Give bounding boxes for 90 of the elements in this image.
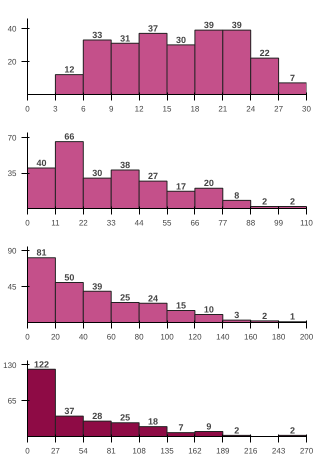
x-tick-label: 120: [188, 332, 202, 342]
data-label: 10: [204, 304, 214, 314]
data-label: 33: [92, 30, 102, 40]
data-label: 81: [36, 248, 46, 258]
x-tick-label: 0: [25, 332, 30, 342]
y-tick-label: 20: [8, 57, 18, 66]
x-tick-label: 80: [134, 332, 144, 342]
x-tick-label: 140: [216, 332, 230, 342]
x-tick-label: 18: [190, 104, 200, 114]
data-label: 2: [234, 425, 240, 436]
x-tick-label: 66: [190, 218, 200, 228]
data-label: 17: [176, 181, 186, 192]
x-tick-label: 15: [162, 104, 172, 114]
data-label: 8: [234, 190, 240, 200]
x-tick-label: 0: [25, 218, 30, 228]
x-tick-label: 60: [106, 332, 116, 342]
x-tick-label: 11: [51, 218, 60, 228]
x-tick-label: 24: [246, 104, 256, 114]
x-tick-label: 108: [132, 446, 146, 456]
y-tick-label: 40: [8, 24, 18, 34]
y-tick-label: 65: [8, 396, 18, 406]
data-label: 7: [290, 72, 296, 83]
data-label: 37: [148, 23, 158, 34]
x-tick-label: 99: [274, 218, 284, 228]
y-tick-label: 35: [8, 169, 18, 178]
x-tick-label: 189: [216, 446, 230, 456]
x-tick-label: 110: [300, 218, 314, 228]
data-label: 28: [92, 411, 102, 422]
x-tick-label: 162: [188, 446, 202, 456]
data-label: 18: [148, 416, 158, 427]
x-tick-label: 0: [25, 446, 30, 456]
x-tick-label: 77: [218, 218, 228, 228]
x-tick-label: 100: [160, 332, 174, 342]
x-tick-label: 27: [50, 446, 60, 456]
data-label: 39: [232, 20, 242, 30]
data-label: 25: [120, 292, 130, 302]
x-tick-label: 20: [50, 332, 60, 342]
x-tick-label: 22: [78, 218, 88, 228]
data-label: 1: [290, 312, 296, 322]
data-label: 25: [120, 412, 130, 423]
data-label: 2: [262, 196, 268, 206]
data-label: 3: [234, 310, 240, 320]
data-label: 50: [64, 272, 74, 282]
x-tick-label: 160: [244, 332, 258, 342]
x-tick-label: 12: [134, 104, 144, 114]
y-tick-label: 70: [8, 134, 18, 143]
x-tick-label: 3: [53, 104, 58, 114]
x-tick-label: 180: [272, 332, 286, 342]
data-label: 2: [262, 310, 268, 321]
data-label: 30: [176, 34, 186, 45]
x-tick-label: 55: [162, 218, 172, 228]
x-tick-label: 81: [106, 446, 116, 456]
x-tick-label: 0: [25, 104, 30, 114]
data-label: 66: [64, 132, 74, 142]
x-tick-label: 200: [300, 332, 314, 342]
y-tick-label: 130: [3, 360, 18, 370]
data-label: 2: [290, 425, 296, 436]
y-tick-label: 90: [8, 246, 18, 256]
data-label: 2: [290, 196, 296, 206]
data-label: 12: [64, 64, 74, 75]
data-label: 40: [36, 158, 46, 168]
data-label: 37: [64, 406, 74, 416]
data-label: 39: [92, 281, 102, 292]
data-label: 20: [204, 178, 214, 188]
data-label: 30: [92, 168, 102, 178]
x-tick-label: 6: [81, 104, 86, 114]
x-tick-label: 135: [160, 446, 174, 456]
x-tick-label: 216: [244, 446, 258, 456]
data-label: 38: [120, 160, 130, 170]
x-tick-label: 270: [300, 446, 314, 456]
data-label: 15: [176, 300, 186, 310]
x-tick-label: 30: [302, 104, 312, 114]
x-tick-label: 243: [272, 446, 286, 456]
x-tick-label: 21: [218, 104, 228, 114]
x-tick-label: 40: [78, 332, 88, 342]
x-tick-label: 88: [246, 218, 256, 228]
x-tick-label: 33: [106, 218, 116, 228]
x-tick-label: 9: [108, 104, 114, 114]
y-tick-label: 45: [8, 282, 18, 292]
data-label: 7: [178, 422, 184, 433]
x-tick-label: 27: [274, 104, 284, 114]
data-label: 122: [34, 359, 49, 370]
x-tick-label: 44: [134, 218, 144, 228]
data-label: 22: [260, 48, 270, 58]
data-label: 9: [206, 422, 212, 432]
data-label: 39: [204, 20, 214, 30]
data-label: 24: [148, 293, 158, 304]
data-label: 27: [148, 171, 158, 182]
data-label: 31: [120, 33, 130, 44]
x-tick-label: 54: [78, 446, 88, 456]
